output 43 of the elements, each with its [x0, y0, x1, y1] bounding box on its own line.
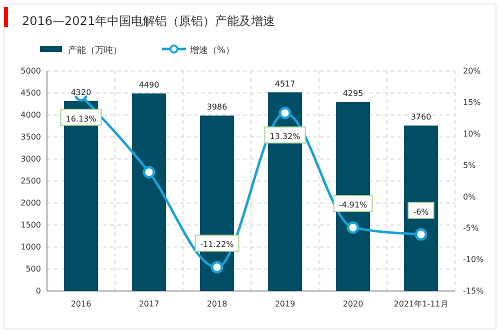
y-tick-label: 5000: [20, 66, 41, 76]
y2-tick-label: 10%: [463, 129, 482, 138]
data-label: -4.91%: [338, 200, 368, 210]
y2-tick-label: 0%: [463, 192, 476, 202]
y2-tick-label: -10%: [463, 255, 484, 264]
data-label: 3760: [410, 112, 432, 122]
chart-title: 2016—2021年中国电解铝（原铝）产能及增速: [22, 14, 276, 28]
y-tick-label: 0: [36, 286, 41, 296]
data-label: 16.13%: [66, 114, 97, 124]
y-tick-label: 4000: [20, 110, 41, 120]
x-tick-label: 2016: [70, 300, 92, 309]
data-label: 13.32%: [270, 132, 301, 141]
point: [414, 228, 428, 241]
x-tick-label: 2017: [138, 300, 160, 309]
y2-tick-label: -5%: [463, 224, 479, 233]
data-label: -6%: [413, 207, 430, 216]
x-tick-label: 2019: [274, 300, 296, 309]
y-tick-label: 3500: [20, 132, 41, 142]
point: [346, 221, 360, 234]
x-tick-label: 2018: [206, 300, 228, 309]
y-tick-label: 1500: [20, 220, 41, 230]
point: [210, 260, 224, 274]
data-label: 3986: [206, 102, 228, 112]
data-label: -11.22%: [200, 240, 234, 250]
data-label: 4517: [274, 79, 296, 88]
y-tick-label: 1000: [20, 242, 41, 252]
x-tick-label: 2020: [342, 300, 364, 309]
legend-label: 增速（%）: [189, 45, 235, 56]
y2-tick-label: -15%: [463, 286, 484, 296]
data-label: 4490: [138, 80, 160, 90]
y-tick-label: 4500: [20, 88, 41, 98]
y2-tick-label: 20%: [463, 66, 482, 76]
y-tick-label: 500: [26, 264, 41, 274]
data-label: 4295: [342, 89, 364, 98]
legend-label: 产能（万吨）: [68, 45, 122, 56]
y-tick-label: 2500: [20, 176, 41, 186]
y-tick-label: 3000: [20, 154, 41, 164]
point: [278, 106, 292, 120]
y2-tick-label: 5%: [463, 160, 476, 170]
y-tick-label: 2000: [20, 198, 41, 208]
point: [142, 166, 156, 178]
y2-tick-label: 15%: [463, 98, 482, 107]
x-tick-label: 2021年1-11月: [394, 300, 448, 309]
